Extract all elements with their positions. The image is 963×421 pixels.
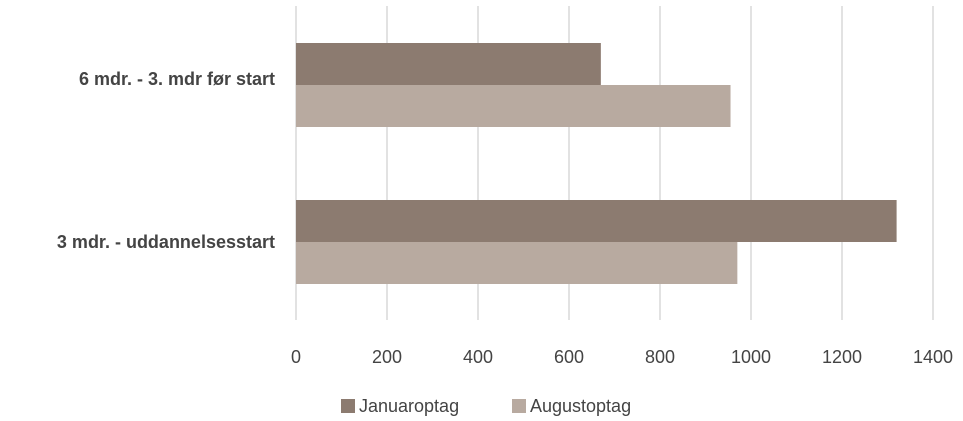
bar-januaroptag [296,200,897,242]
legend: Januaroptag Augustoptag [341,396,631,416]
x-tick-label: 1000 [731,347,771,367]
x-tick-label: 200 [372,347,402,367]
x-tick-label: 600 [554,347,584,367]
x-tick-label: 800 [645,347,675,367]
x-tick-label: 1200 [822,347,862,367]
x-tick-label: 400 [463,347,493,367]
category-label: 6 mdr. - 3. mdr før start [79,69,275,89]
x-tick-label: 1400 [913,347,953,367]
bar-augustoptag [296,85,731,127]
legend-label-augustoptag: Augustoptag [530,396,631,416]
category-label: 3 mdr. - uddannelsesstart [57,232,275,252]
x-tick-labels: 0 200 400 600 800 1000 1200 1400 [291,347,953,367]
bar-januaroptag [296,43,601,85]
legend-label-januaroptag: Januaroptag [359,396,459,416]
legend-swatch-januaroptag [341,399,355,413]
x-tick-label: 0 [291,347,301,367]
bar-augustoptag [296,242,738,284]
bars [296,43,897,284]
category-labels: 6 mdr. - 3. mdr før start 3 mdr. - uddan… [57,69,275,252]
legend-swatch-augustoptag [512,399,526,413]
